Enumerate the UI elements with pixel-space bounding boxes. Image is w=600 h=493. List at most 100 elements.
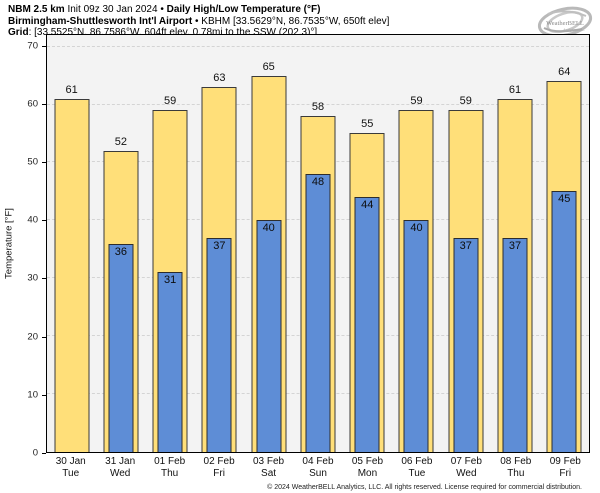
low-bar: 40 — [403, 220, 429, 452]
low-bar: 37 — [453, 237, 479, 452]
low-value-label: 37 — [213, 239, 226, 252]
x-tick-label: 08 Feb Thu — [491, 456, 540, 480]
x-tick-date: 30 Jan — [55, 456, 86, 467]
y-tick-mark-20 — [42, 336, 46, 338]
x-tick-label: 31 Jan Wed — [95, 456, 144, 480]
x-tick-label: 06 Feb Tue — [392, 456, 441, 480]
low-bar: 48 — [305, 174, 331, 452]
high-value-label: 61 — [508, 83, 522, 96]
x-tick-label: 30 Jan Tue — [46, 456, 95, 480]
x-axis-labels: 30 Jan Tue 31 Jan Wed 01 Feb Thu 02 Feb Fri 03 F… — [46, 456, 590, 480]
low-value-label: 37 — [508, 239, 522, 252]
x-tick-weekday: Thu — [507, 468, 525, 479]
x-tick-weekday: Fri — [559, 468, 572, 479]
high-value-label: 59 — [410, 95, 423, 108]
y-tick-label-0: 0 — [32, 447, 38, 459]
y-tick-mark-40 — [42, 220, 46, 222]
gridline-60 — [47, 103, 589, 105]
x-tick-weekday: Tue — [62, 468, 80, 479]
y-tick-label-20: 20 — [27, 331, 38, 343]
x-tick-weekday: Wed — [109, 468, 131, 479]
low-bar: 45 — [551, 191, 577, 452]
low-value-label: 45 — [558, 193, 571, 206]
high-value-label: 55 — [361, 118, 374, 131]
y-axis-title: Temperature [°F] — [3, 208, 15, 279]
x-tick-label: 05 Feb Mon — [343, 456, 392, 480]
x-tick-date: 05 Feb — [351, 456, 384, 467]
copyright-notice: © 2024 WeatherBELL Analytics, LLC. All r… — [267, 484, 582, 491]
logo-subtext: Analytics LLC — [563, 28, 585, 32]
grid-label: Grid — [8, 27, 29, 38]
day-column-07-Feb: 59 37 — [441, 35, 490, 452]
product-title: Daily High/Low Temperature (°F) — [166, 4, 321, 15]
logo-text: WeatherBELL — [546, 20, 584, 27]
day-column-31-Jan: 52 36 — [96, 35, 145, 452]
x-tick-label: 09 Feb Fri — [541, 456, 590, 480]
x-tick-weekday: Thu — [161, 468, 179, 479]
low-bar: 36 — [108, 243, 134, 452]
x-tick-label: 01 Feb Thu — [145, 456, 194, 480]
station-coords: KBHM [33.5629°N, 86.7535°W, 650ft elev] — [201, 15, 390, 27]
low-value-label: 31 — [164, 274, 177, 287]
header-line-grid: Grid: [33.5525°N, 86.7586°W, 604ft elev,… — [8, 27, 389, 39]
low-bar: 40 — [256, 220, 282, 452]
day-column-05-Feb: 55 44 — [343, 35, 392, 452]
day-column-30-Jan: 61 — [47, 35, 96, 452]
high-bar — [54, 98, 90, 452]
high-value-label: 58 — [311, 101, 325, 114]
x-tick-date: 06 Feb — [401, 456, 433, 467]
x-tick-date: 07 Feb — [450, 456, 482, 467]
init-time: Init 09z 30 Jan 2024 • — [64, 4, 167, 15]
x-tick-weekday: Sat — [261, 468, 277, 479]
high-value-label: 52 — [114, 135, 128, 148]
header-line-model: NBM 2.5 km Init 09z 30 Jan 2024 • Daily … — [8, 4, 389, 16]
low-value-label: 48 — [311, 176, 325, 189]
y-tick-label-40: 40 — [27, 214, 38, 226]
x-tick-weekday: Tue — [408, 468, 426, 479]
y-tick-label-50: 50 — [27, 156, 38, 168]
high-value-label: 59 — [459, 95, 472, 108]
y-tick-label-30: 30 — [27, 272, 38, 284]
day-column-09-Feb: 64 45 — [540, 35, 589, 452]
day-column-08-Feb: 61 37 — [490, 35, 539, 452]
low-bar: 37 — [502, 237, 528, 452]
x-tick-date: 03 Feb — [252, 456, 285, 467]
high-value-label: 63 — [213, 72, 226, 85]
bar-columns: 61 52 36 59 31 63 37 65 40 58 48 55 44 59 40 59 37 61 37 64… — [47, 35, 589, 452]
day-column-06-Feb: 59 40 — [392, 35, 441, 452]
y-tick-label-70: 70 — [27, 40, 38, 52]
x-tick-weekday: Mon — [357, 468, 378, 479]
day-column-04-Feb: 58 48 — [293, 35, 342, 452]
header-line-station: Birmingham-Shuttlesworth Int'l Airport •… — [8, 16, 389, 28]
high-value-label: 65 — [262, 60, 275, 73]
x-tick-date: 08 Feb — [500, 456, 532, 467]
y-tick-mark-50 — [42, 162, 46, 164]
grid-coords: : [33.5525°N, 86.7586°W, 604ft elev, 0.7… — [28, 27, 318, 38]
low-value-label: 37 — [459, 239, 472, 252]
y-tick-mark-70 — [42, 45, 46, 47]
day-column-02-Feb: 63 37 — [195, 35, 244, 452]
day-column-03-Feb: 65 40 — [244, 35, 293, 452]
low-value-label: 36 — [114, 245, 128, 258]
station-separator: • — [192, 15, 202, 27]
x-tick-weekday: Sun — [309, 468, 327, 479]
y-tick-mark-0 — [42, 453, 46, 454]
x-tick-date: 04 Feb — [302, 456, 334, 467]
x-tick-weekday: Wed — [456, 468, 477, 479]
x-tick-date: 01 Feb — [154, 456, 186, 467]
low-bar: 44 — [354, 197, 380, 452]
station-name: Birmingham-Shuttlesworth Int'l Airport — [8, 15, 193, 27]
x-tick-label: 02 Feb Fri — [194, 456, 243, 480]
model-name: NBM 2.5 km — [8, 4, 65, 15]
low-value-label: 40 — [410, 222, 423, 235]
x-tick-weekday: Fri — [213, 468, 225, 479]
x-tick-label: 04 Feb Sun — [293, 456, 342, 480]
high-value-label: 61 — [65, 83, 78, 96]
gridline-70 — [47, 45, 589, 47]
y-tick-label-10: 10 — [27, 389, 38, 401]
x-tick-date: 31 Jan — [105, 456, 136, 467]
y-tick-label-60: 60 — [27, 98, 38, 110]
x-tick-label: 03 Feb Sat — [244, 456, 293, 480]
day-column-01-Feb: 59 31 — [146, 35, 195, 452]
